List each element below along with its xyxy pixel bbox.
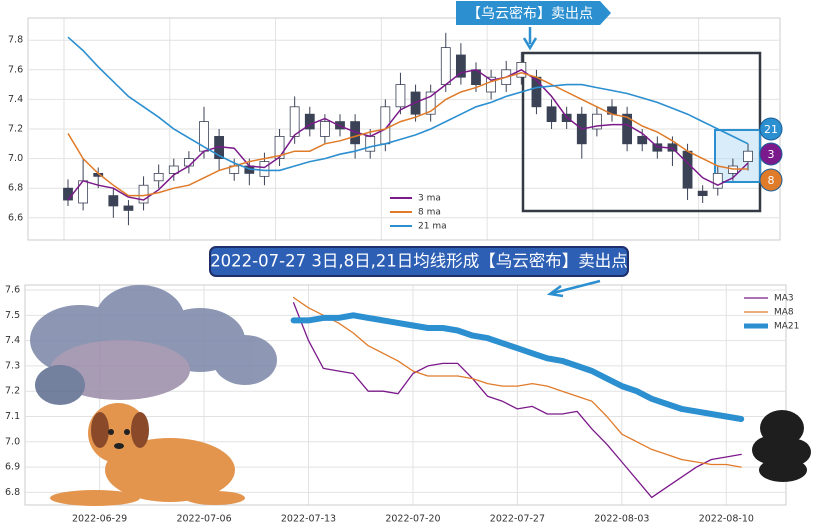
candle-body — [546, 106, 557, 123]
banner-box — [209, 246, 629, 277]
candle-body — [440, 47, 451, 85]
banner-arrow — [546, 279, 601, 298]
candle-body — [123, 205, 134, 211]
plot-frame — [24, 284, 787, 506]
end-badge — [759, 117, 783, 141]
candle-body — [108, 195, 119, 207]
line — [292, 302, 742, 499]
candle-body — [743, 150, 753, 162]
end-badge — [759, 168, 783, 192]
end-label: 8 — [768, 174, 775, 187]
line — [290, 312, 745, 422]
line — [292, 296, 742, 468]
x-tick-label: 2022-07-06 — [176, 514, 231, 525]
y-tick-label: 6.8 — [8, 183, 23, 194]
candle-body — [274, 135, 285, 159]
candle-body — [531, 76, 542, 108]
x-tick-label: 2022-08-03 — [594, 514, 649, 525]
legend-label: MA21 — [774, 322, 799, 332]
y-tick-label: 6.8 — [5, 487, 20, 498]
x-tick-label: 2022-07-13 — [281, 514, 336, 525]
legend-label: MA3 — [774, 294, 794, 304]
end-label: 21 — [764, 123, 778, 136]
x-tick-label: 2022-07-27 — [490, 514, 545, 525]
callout-box — [456, 1, 611, 25]
candle-body — [319, 121, 330, 137]
candle-body — [637, 135, 648, 145]
candle-body — [395, 84, 406, 108]
candle-body — [455, 54, 466, 78]
y-tick-label: 7.1 — [5, 411, 20, 422]
candle-body — [289, 106, 300, 137]
y-tick-label: 7.6 — [5, 285, 20, 296]
x-tick-label: 2022-07-20 — [385, 514, 440, 525]
candle-body — [304, 113, 315, 130]
y-tick-label: 7.3 — [5, 360, 20, 371]
ma-line — [67, 68, 749, 201]
candle-body — [682, 150, 693, 189]
ma-line — [67, 36, 749, 172]
candle-body — [697, 190, 708, 197]
callout-arrow — [522, 27, 538, 51]
y-tick-label: 7.4 — [8, 94, 23, 105]
candle-body — [425, 91, 436, 115]
candle-body — [712, 172, 723, 189]
y-tick-label: 7.8 — [8, 35, 23, 46]
legend-label: 3 ma — [418, 194, 441, 204]
legend-label: 8 ma — [418, 208, 441, 218]
candle-body — [622, 113, 633, 145]
y-tick-label: 7.2 — [5, 386, 20, 397]
candle-body — [259, 161, 270, 177]
ma-line — [67, 72, 748, 197]
y-tick-label: 7.6 — [8, 64, 23, 75]
y-tick-label: 7.4 — [5, 335, 20, 346]
candle-body — [153, 172, 164, 182]
y-tick-label: 7.0 — [5, 436, 20, 447]
x-tick-label: 2022-06-29 — [72, 514, 127, 525]
legend-label: MA8 — [774, 308, 794, 318]
candle-body — [486, 76, 497, 93]
candle-body — [365, 135, 376, 152]
candle-body — [168, 165, 179, 174]
legend-label: 21 ma — [418, 222, 447, 232]
callout-text: 【乌云密布】卖出点 — [467, 5, 593, 22]
end-badge — [759, 142, 783, 166]
end-label: 3 — [768, 148, 775, 161]
decoration — [30, 285, 811, 506]
banner-text: 2022-07-27 3日,8日,21日均线形成【乌云密布】卖出点 — [210, 252, 628, 271]
y-tick-label: 7.5 — [5, 310, 20, 321]
candle-body — [591, 113, 602, 130]
x-tick-label: 2022-08-10 — [699, 514, 754, 525]
y-tick-label: 6.9 — [5, 462, 20, 473]
y-tick-label: 6.6 — [8, 212, 23, 223]
candle-body — [63, 187, 73, 201]
y-tick-label: 7.2 — [8, 124, 23, 135]
y-tick-label: 7.0 — [8, 153, 23, 164]
